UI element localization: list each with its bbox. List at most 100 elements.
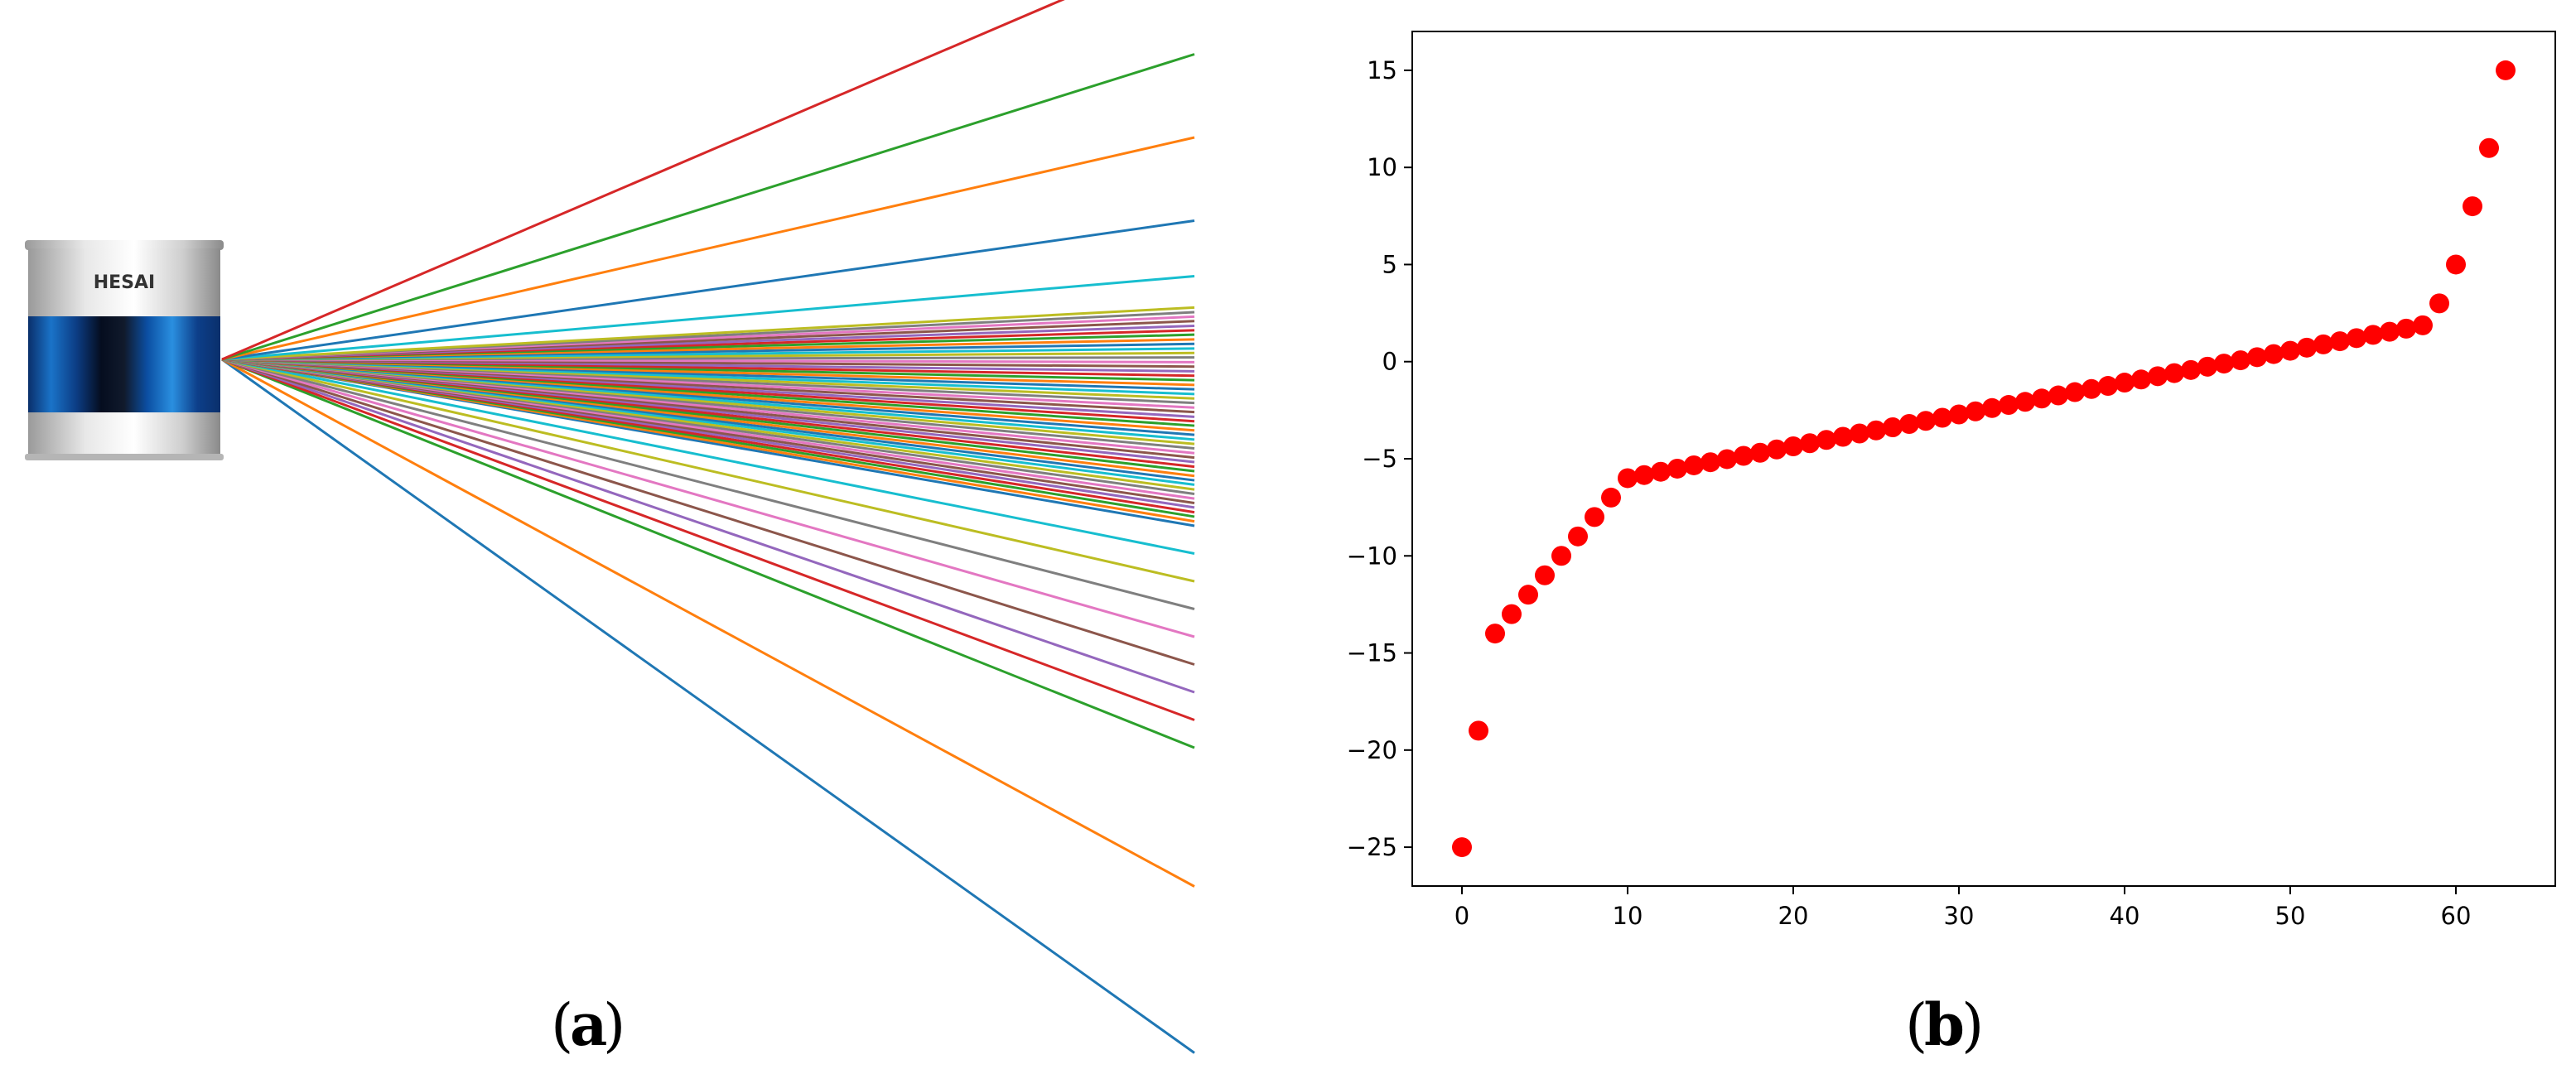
laser-beam: [221, 358, 1195, 888]
scatter-point: [2396, 318, 2416, 339]
caption-b: ( b ): [1905, 990, 1984, 1059]
y-tick-label: −25: [1347, 833, 1397, 861]
device-bottom-rim: [25, 454, 224, 460]
scatter-point: [2065, 382, 2085, 402]
y-tick-label: 5: [1382, 250, 1397, 278]
x-tick-label: 60: [2441, 902, 2472, 930]
scatter-point: [2479, 137, 2499, 158]
caption-a-close: ): [603, 991, 625, 1059]
scatter-point: [2082, 378, 2101, 399]
y-tick-label: 10: [1367, 153, 1397, 181]
scatter-point: [1999, 395, 2019, 416]
scatter-point: [1535, 565, 1555, 585]
scatter-point: [1568, 526, 1588, 547]
laser-beam: [221, 275, 1195, 361]
scatter-point: [1667, 458, 1687, 479]
scatter-point: [1684, 455, 1704, 475]
device-optical-window: [28, 316, 220, 412]
laser-beam: [221, 358, 1195, 638]
laser-beam: [221, 358, 1195, 1054]
scatter-point: [2446, 254, 2466, 275]
laser-beam: [221, 358, 1195, 555]
scatter-point: [2098, 376, 2118, 397]
scatter-point: [1783, 436, 1803, 456]
x-tick-label: 40: [2110, 902, 2140, 930]
scatter-point: [1618, 468, 1638, 489]
scatter-point: [2496, 60, 2516, 80]
scatter-point: [1452, 837, 1472, 858]
laser-beam: [221, 136, 1195, 361]
scatter-point: [1734, 445, 1754, 466]
caption-a-letter: a: [570, 990, 607, 1059]
laser-beam: [221, 306, 1195, 361]
y-axis-ticks: −25 −20 −15 −10 −5 0 5 10 15: [1347, 56, 1412, 861]
scatter-point: [2413, 315, 2433, 335]
scatter-point: [1800, 433, 1820, 454]
device-top-rim: [25, 240, 224, 250]
y-tick-label: −20: [1347, 736, 1397, 764]
data-points: [1452, 60, 2516, 858]
scatter-point: [1750, 442, 1770, 463]
scatter-point: [2048, 385, 2068, 406]
scatter-point: [2015, 392, 2035, 412]
caption-b-open: (: [1905, 991, 1927, 1059]
scatter-plot: 0 10 20 30 40 50 60 −25 −20 −15 −10 −5 0 5 10 15: [1347, 31, 2556, 930]
scatter-point: [2330, 331, 2350, 352]
scatter-point: [1551, 546, 1571, 566]
laser-beam: [221, 358, 1195, 583]
laser-beam-fan: [221, 0, 1195, 1054]
laser-beam: [221, 358, 1195, 721]
scatter-point: [1816, 430, 1836, 450]
y-tick-label: −15: [1347, 639, 1397, 667]
device-bottom-cap: [28, 412, 220, 455]
x-axis-ticks: 0 10 20 30 40 50 60: [1454, 886, 2472, 930]
scatter-point: [2032, 388, 2052, 409]
scatter-point: [2181, 359, 2201, 380]
scatter-point: [1502, 604, 1522, 624]
scatter-point: [1634, 465, 1654, 485]
scatter-point: [2115, 373, 2135, 393]
laser-beam: [221, 0, 1065, 361]
scatter-point: [2214, 354, 2234, 374]
scatter-point: [2264, 344, 2284, 364]
scatter-point: [1982, 397, 2002, 418]
y-tick-label: 15: [1367, 56, 1397, 84]
scatter-point: [2280, 340, 2300, 361]
scatter-point: [2380, 321, 2400, 342]
scatter-point: [1601, 487, 1621, 508]
laser-beam: [221, 53, 1195, 361]
device-brand-label: HESAI: [94, 272, 156, 293]
scatter-point: [1469, 720, 1488, 741]
scatter-point: [2363, 325, 2383, 345]
scatter-point: [1651, 461, 1671, 482]
scatter-point: [1949, 404, 1969, 425]
scatter-point: [1700, 452, 1720, 473]
axes-frame: [1411, 31, 2556, 887]
scatter-point: [2463, 196, 2482, 217]
scatter-point: [1518, 585, 1538, 605]
caption-a-open: (: [551, 991, 573, 1059]
laser-beam: [221, 358, 1195, 694]
scatter-point: [1717, 449, 1737, 470]
y-tick-label: 0: [1382, 348, 1397, 376]
scatter-point: [1932, 407, 1952, 428]
scatter-point: [1833, 426, 1853, 447]
scatter-point: [2231, 350, 2250, 371]
scatter-point: [2429, 293, 2449, 314]
scatter-point: [1767, 439, 1787, 460]
scatter-point: [2297, 337, 2317, 358]
laser-beam: [221, 358, 1195, 666]
caption-b-close: ): [1961, 991, 1984, 1059]
x-tick-label: 50: [2275, 902, 2306, 930]
scatter-point: [2313, 334, 2333, 354]
scatter-point: [2164, 363, 2184, 383]
laser-beam: [221, 358, 1195, 610]
y-tick-label: −10: [1347, 542, 1397, 570]
caption-a: ( a ): [551, 990, 625, 1059]
caption-b-letter: b: [1924, 990, 1965, 1059]
laser-beam: [221, 219, 1195, 361]
scatter-point: [2131, 369, 2151, 390]
scatter-point: [2197, 356, 2217, 377]
x-tick-label: 0: [1454, 902, 1469, 930]
